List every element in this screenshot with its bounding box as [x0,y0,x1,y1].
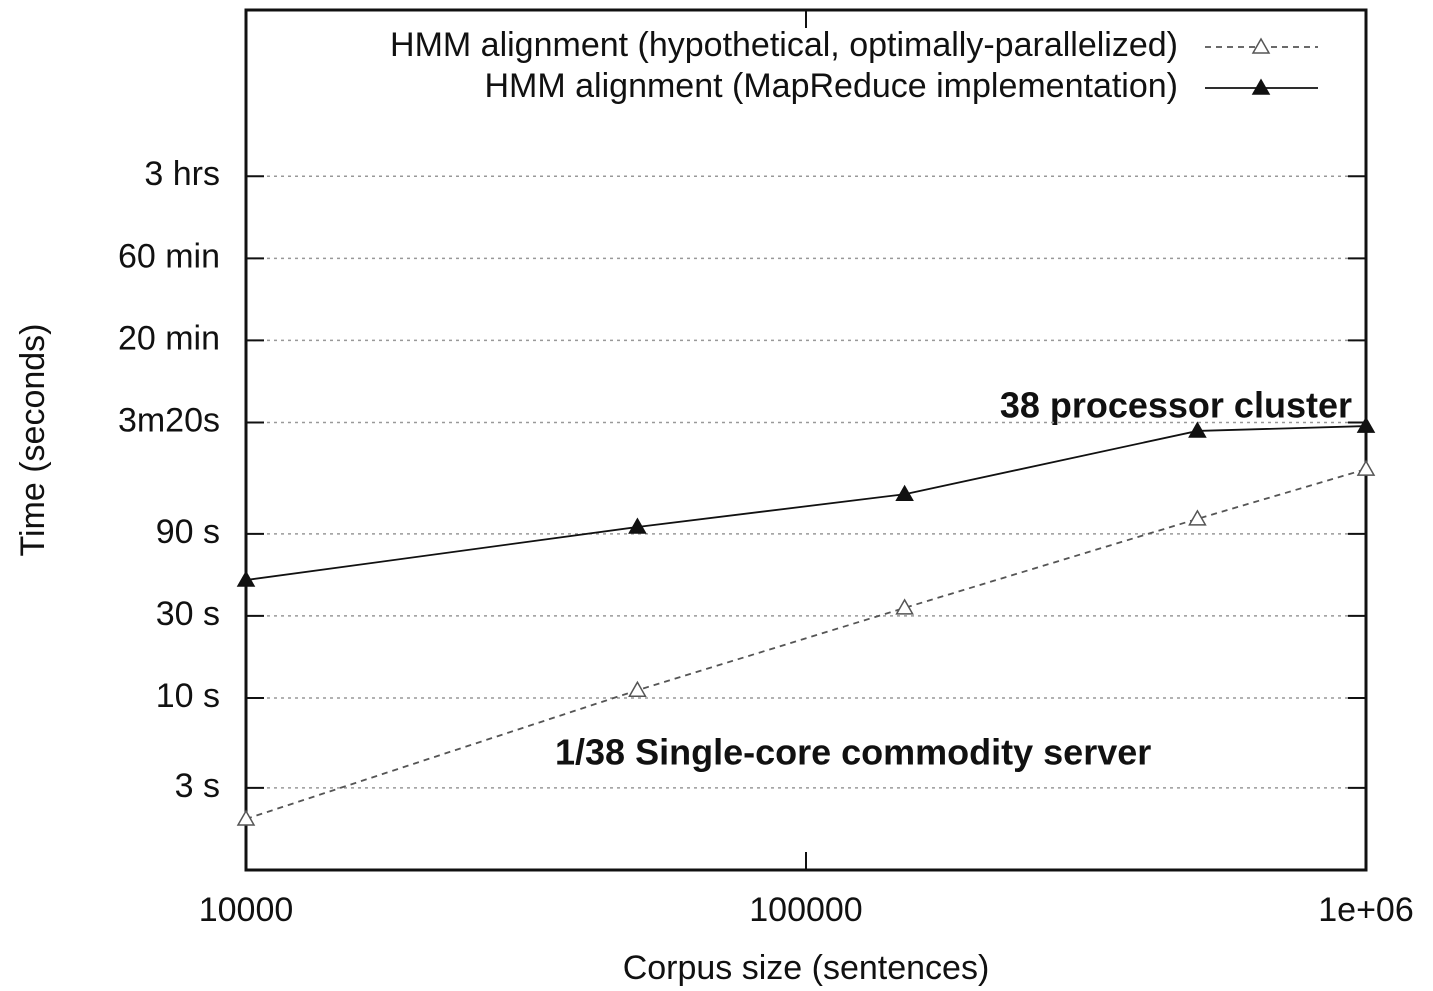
legend-label: HMM alignment (MapReduce implementation) [485,67,1179,105]
y-tick-label: 3 s [175,767,220,805]
data-point [1356,416,1376,433]
annotation: 1/38 Single-core commodity server [555,732,1151,773]
x-axis-label: Corpus size (sentences) [623,949,990,987]
y-tick-label: 10 s [156,677,220,715]
series-line [245,425,1367,581]
y-tick-label: 3 hrs [144,155,220,193]
x-tick-label: 1e+06 [1318,891,1414,929]
x-tick-label: 10000 [199,891,294,929]
y-tick-label: 30 s [156,595,220,633]
y-tick-label: 60 min [118,237,220,275]
plot-frame [244,8,1368,872]
annotation: 38 processor cluster [1000,385,1352,426]
legend-marker [1251,37,1271,54]
x-tick-label: 100000 [749,891,862,929]
data-point [895,598,914,615]
data-point [628,680,647,697]
legend-label: HMM alignment (hypothetical, optimally-p… [390,26,1178,64]
legend-marker [1251,78,1271,95]
data-point [1188,421,1207,438]
data-point [236,570,256,587]
y-tick-label: 90 s [156,513,220,551]
series-line [245,468,1367,820]
data-point [895,484,914,501]
data-point [628,517,647,534]
y-tick-label: 3m20s [118,401,220,439]
y-axis-label: Time (seconds) [14,323,52,556]
data-point [236,809,256,826]
y-tick-label: 20 min [118,319,220,357]
data-point [1188,509,1207,526]
data-point [1356,459,1376,476]
